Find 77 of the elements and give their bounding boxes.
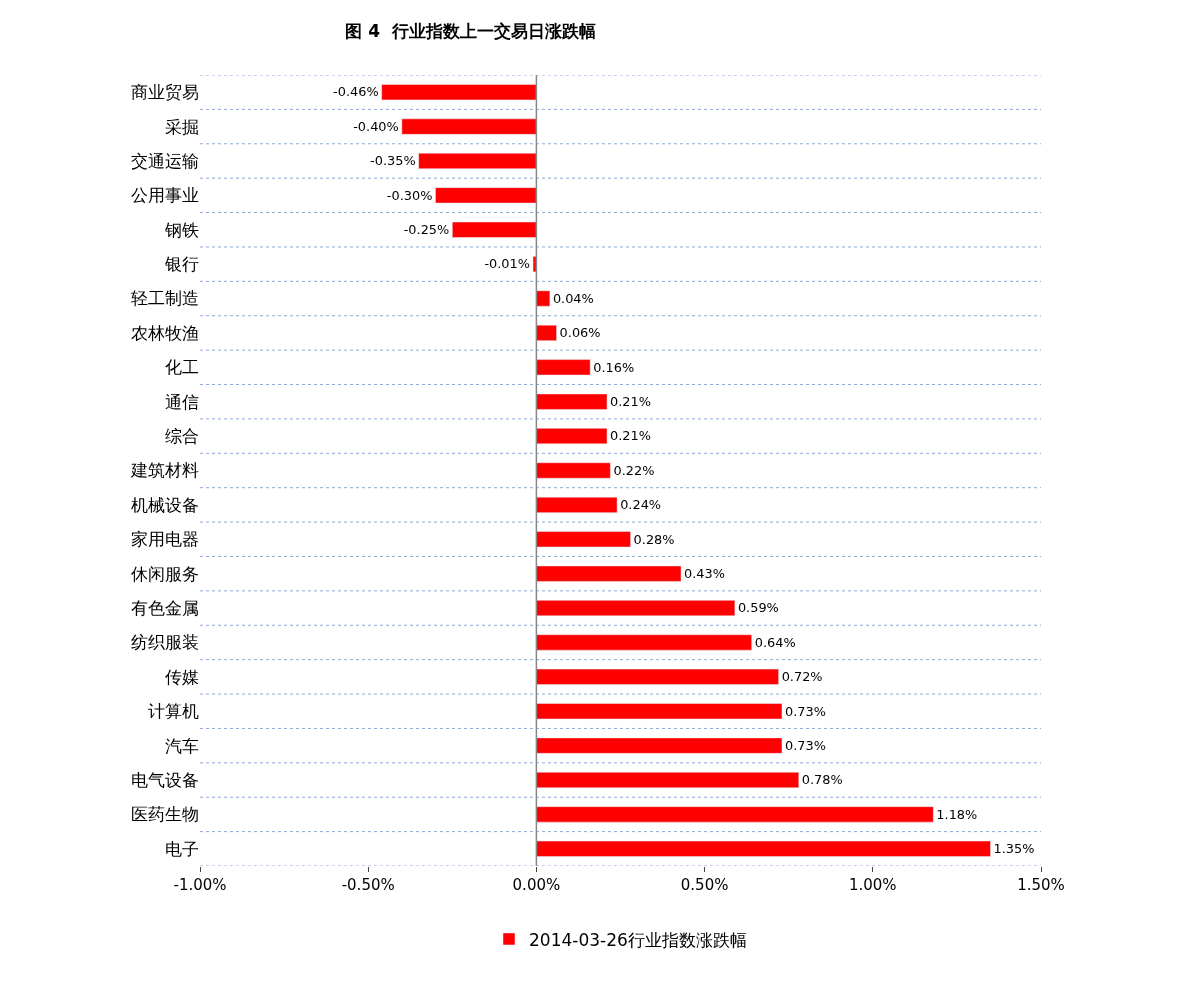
bar [536,668,779,685]
bar [536,359,591,376]
y-tick-label: 采掘 [165,116,199,137]
y-tick-label: 建筑材料 [130,460,199,481]
data-label: -0.01% [484,256,531,272]
y-tick-label: 机械设备 [131,494,199,515]
y-tick-label: 电子 [165,838,199,859]
data-label: 1.35% [993,841,1035,857]
data-label: 0.24% [620,497,662,513]
y-tick-label: 商业贸易 [131,82,199,103]
bar [381,84,537,101]
bar [536,772,800,789]
data-label: 0.21% [610,394,652,410]
data-label: 0.73% [784,737,826,753]
bar [536,531,631,548]
data-label: 0.04% [552,290,594,306]
data-label: 0.43% [684,565,725,581]
data-label: 0.64% [754,634,796,650]
data-label: 0.21% [610,428,652,444]
data-label: 1.18% [936,806,978,822]
y-tick-label: 电气设备 [131,769,199,790]
y-tick-label: 农林牧渔 [131,322,199,343]
bar [536,496,618,513]
y-tick-label: 综合 [165,426,199,447]
y-tick-label: 家用电器 [131,529,199,550]
x-tick-label: 0.00% [512,876,561,894]
y-tick-label: 计算机 [148,701,199,722]
bar [536,840,991,857]
x-tick-label: -1.00% [173,876,227,894]
y-tick-label: 银行 [164,254,199,275]
y-tick-label: 医药生物 [131,804,199,825]
bar [536,290,551,307]
y-tick-label: 有色金属 [131,598,199,619]
data-label: -0.40% [353,118,399,134]
data-label: 0.72% [781,669,823,685]
data-label: -0.30% [386,187,433,203]
data-label: 0.06% [559,325,601,341]
chart-title: 图 4 行业指数上一交易日涨跌幅 [345,20,596,41]
y-tick-label: 汽车 [165,735,199,756]
bar [401,118,537,135]
bar [532,256,537,273]
data-label: -0.35% [370,153,416,169]
data-label: -0.25% [403,222,450,238]
data-label: 0.73% [784,703,826,719]
bar [536,634,752,651]
y-tick-label: 传媒 [165,666,199,687]
x-tick-label: 1.00% [848,876,897,894]
bar [418,152,537,169]
x-tick-label: 0.50% [680,876,729,894]
data-label: 0.28% [633,531,675,547]
y-tick-label: 休闲服务 [131,563,199,584]
bar [536,393,608,410]
bar [536,565,682,582]
bar [536,324,557,341]
data-label: 0.22% [613,462,655,478]
x-tick-label: -0.50% [341,876,395,894]
y-tick-label: 交通运输 [131,150,199,171]
data-label: 0.16% [593,359,635,375]
legend-label: 2014-03-26行业指数涨跌幅 [529,929,747,950]
data-label: -0.46% [333,84,379,100]
bar [536,703,783,720]
bar [536,462,611,479]
x-tick-label: 1.50% [1017,876,1065,894]
y-tick-label: 钢铁 [164,219,199,240]
bar [536,600,736,617]
bar [435,187,537,204]
y-tick-label: 轻工制造 [131,288,199,309]
y-tick-label: 化工 [165,357,199,378]
y-tick-label: 通信 [165,391,199,412]
bar [536,806,934,823]
y-tick-label: 纺织服装 [131,632,199,653]
data-label: 0.59% [737,600,779,616]
data-label: 0.78% [801,772,843,788]
y-tick-label: 公用事业 [131,185,199,206]
bar [452,221,537,238]
bar [536,737,783,754]
bar [536,428,608,445]
